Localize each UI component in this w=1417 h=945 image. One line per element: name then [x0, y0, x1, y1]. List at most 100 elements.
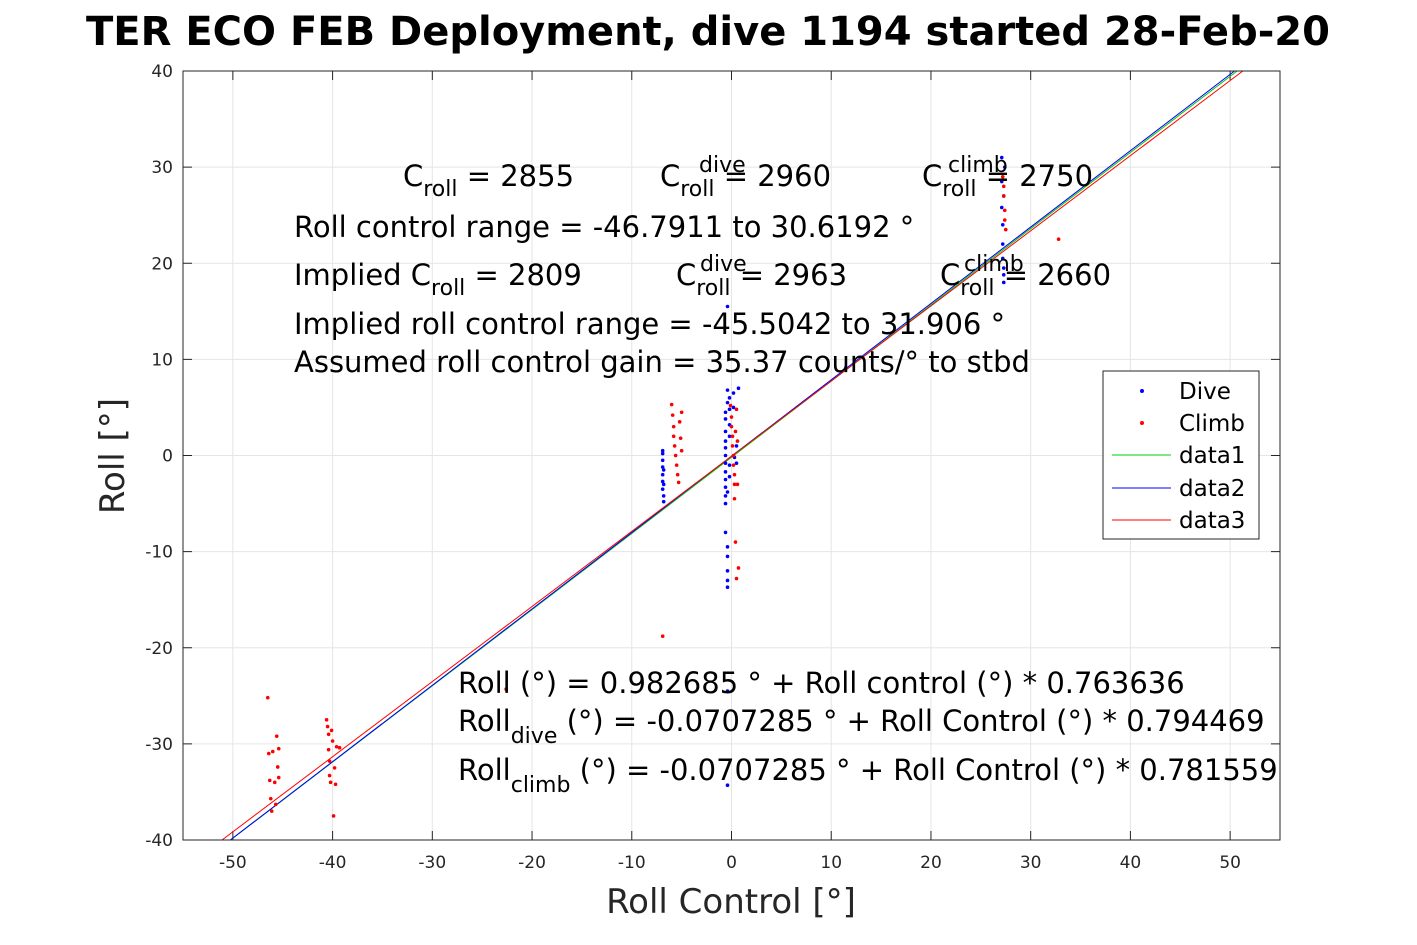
climb-point	[728, 403, 733, 408]
climb-point	[337, 745, 342, 750]
climb-point	[325, 724, 330, 729]
climb-point	[275, 765, 280, 769]
annot-implied-c-climb-sup: climb	[964, 252, 1024, 277]
dive-point	[723, 477, 728, 482]
x-tick-label: 20	[920, 853, 942, 873]
climb-point	[329, 728, 334, 733]
climb-point	[735, 439, 740, 443]
climb-point	[1003, 227, 1008, 232]
y-tick-label: 20	[151, 254, 173, 274]
dive-point	[723, 485, 728, 490]
regression-equations: Roll (°) = 0.982685 ° + Roll control (°)…	[458, 666, 1278, 798]
x-tick-label: -20	[518, 853, 546, 873]
dive-point	[1002, 165, 1007, 169]
annot-implied-c-climb: Croll = 2660	[940, 258, 1111, 301]
climb-point	[732, 496, 737, 501]
climb-point	[674, 463, 679, 467]
dive-point	[660, 451, 665, 456]
climb-point	[675, 472, 680, 477]
dive-point	[734, 444, 739, 448]
dive-point	[727, 434, 732, 439]
climb-point	[332, 766, 337, 770]
dive-point	[660, 458, 665, 463]
climb-point	[266, 751, 271, 756]
annot-implied-c-dive: Croll = 2963	[676, 258, 847, 301]
annot-implied-range: Implied roll control range = -45.5042 to…	[294, 307, 1005, 341]
y-tick-label: 10	[151, 350, 173, 370]
dive-point	[731, 391, 736, 395]
annot-c-climb: Croll = 2750	[922, 159, 1093, 202]
climb-point	[677, 420, 682, 424]
legend-data2-label: data2	[1179, 476, 1245, 502]
climb-point	[672, 444, 677, 448]
legend-climb-marker	[1140, 421, 1144, 425]
equation-roll: Roll (°) = 0.982685 ° + Roll control (°)…	[458, 666, 1185, 700]
climb-point	[678, 436, 683, 440]
dive-point	[723, 410, 728, 415]
y-axis-label: Roll [°]	[93, 398, 133, 514]
legend-dive-label: Dive	[1179, 379, 1231, 405]
dive-point	[731, 405, 736, 410]
dive-point	[723, 501, 728, 506]
dive-point	[727, 474, 732, 479]
dive-point	[727, 396, 732, 400]
climb-point	[736, 566, 741, 570]
dive-point	[725, 569, 730, 573]
climb-point	[327, 759, 332, 763]
legend-climb-label: Climb	[1179, 411, 1245, 437]
dive-point	[725, 388, 730, 392]
climb-point	[731, 453, 736, 458]
annot-c-dive-sup: dive	[699, 153, 746, 178]
climb-point	[274, 734, 279, 738]
climb-point	[673, 453, 678, 458]
climb-point	[272, 780, 277, 785]
dive-point	[723, 439, 728, 443]
dive-point	[661, 494, 666, 498]
dive-point	[736, 386, 741, 391]
x-tick-label: 30	[1020, 853, 1042, 873]
dive-point	[725, 545, 730, 549]
dive-point	[725, 783, 730, 788]
x-tick-label: -50	[219, 853, 247, 873]
climb-point	[1002, 218, 1007, 222]
climb-point	[1000, 174, 1005, 179]
dive-point	[660, 448, 665, 453]
dive-point	[723, 417, 728, 421]
dive-point	[723, 470, 728, 474]
climb-point	[671, 434, 676, 439]
dive-point	[999, 205, 1004, 210]
dive-point	[725, 490, 730, 494]
climb-point	[660, 634, 665, 639]
x-tick-label: 50	[1219, 853, 1241, 873]
series-climb	[265, 174, 1061, 818]
annot-c-dive: Croll = 2960	[660, 159, 831, 202]
climb-point	[669, 402, 674, 407]
annot-control-gain: Assumed roll control gain = 35.37 counts…	[294, 345, 1030, 379]
climb-point	[268, 796, 273, 801]
annot-c-roll: Croll = 2855	[403, 159, 574, 202]
legend-data1-label: data1	[1179, 443, 1245, 469]
dive-point	[727, 463, 732, 467]
y-tick-label: -20	[145, 639, 173, 659]
climb-point	[504, 687, 508, 691]
dive-point	[725, 689, 730, 693]
x-tick-label: -30	[418, 853, 446, 873]
climb-point	[324, 718, 329, 722]
climb-point	[733, 540, 738, 544]
climb-point	[1001, 194, 1006, 198]
plot-border	[182, 70, 1281, 841]
y-tick-label: -10	[145, 543, 173, 563]
y-tick-label: 40	[151, 62, 173, 82]
dive-point	[999, 155, 1004, 160]
equation-roll-climb: Rollclimb (°) = -0.0707285 ° + Roll Cont…	[458, 753, 1278, 798]
climb-point	[1001, 184, 1006, 189]
y-tick-label: -30	[145, 735, 173, 755]
climb-point	[326, 732, 331, 737]
equation-roll-dive: Rolldive (°) = -0.0707285 ° + Roll Contr…	[458, 704, 1265, 749]
annot-c-climb-sup: climb	[948, 153, 1008, 178]
dive-point	[725, 585, 730, 589]
climb-point	[735, 482, 740, 487]
calibration-annotations: Croll = 2855 Croll = 2960 dive Croll = 2…	[294, 153, 1111, 379]
dive-point	[723, 429, 728, 434]
